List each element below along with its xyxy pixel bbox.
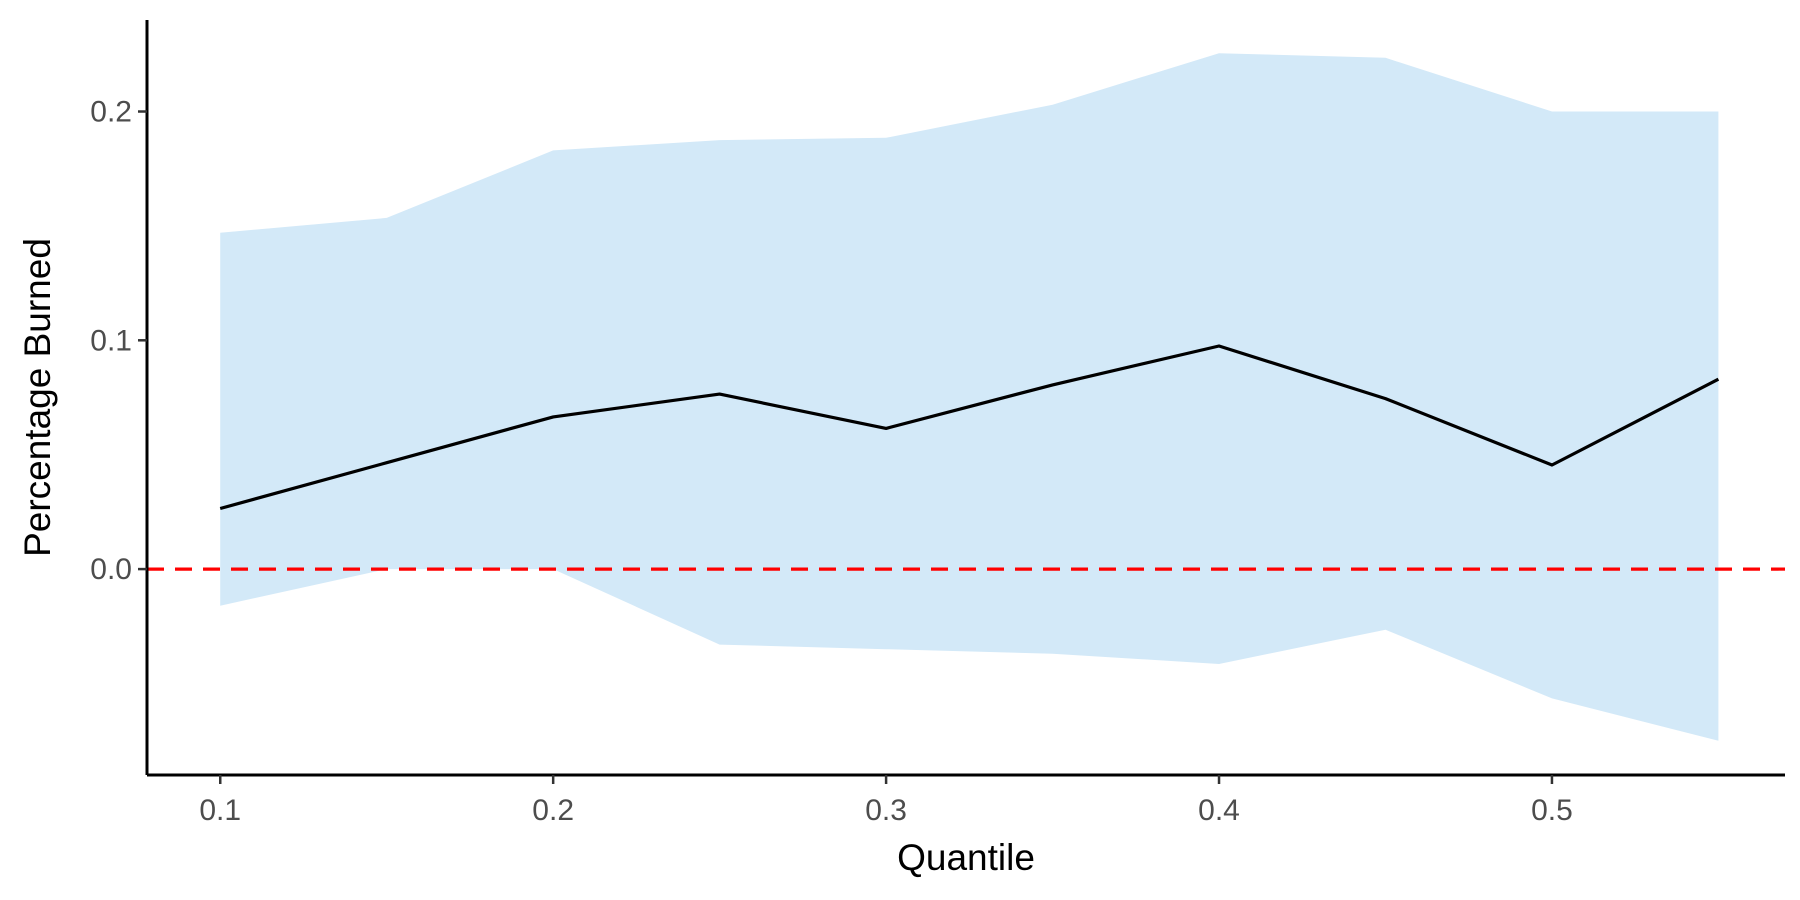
- series-line: [219, 344, 1720, 511]
- confidence-band: [220, 53, 1719, 741]
- y-tick-label: 0.2: [90, 96, 132, 129]
- x-axis-title: Quantile: [897, 837, 1035, 878]
- series-line-layer: [219, 344, 1720, 511]
- y-tick-label: 0.0: [90, 553, 132, 586]
- y-tick-label: 0.1: [90, 324, 132, 357]
- axes: 0.1 0.2 0.3 0.4 0.5 0.0 0.1 0.2: [90, 20, 1785, 827]
- y-axis-title: Percentage Burned: [17, 238, 58, 557]
- x-tick-label: 0.3: [865, 794, 907, 827]
- x-tick-label: 0.1: [199, 794, 241, 827]
- x-tick-label: 0.5: [1531, 794, 1573, 827]
- confidence-band-layer: [220, 53, 1719, 741]
- x-tick-label: 0.4: [1198, 794, 1240, 827]
- x-tick-label: 0.2: [532, 794, 574, 827]
